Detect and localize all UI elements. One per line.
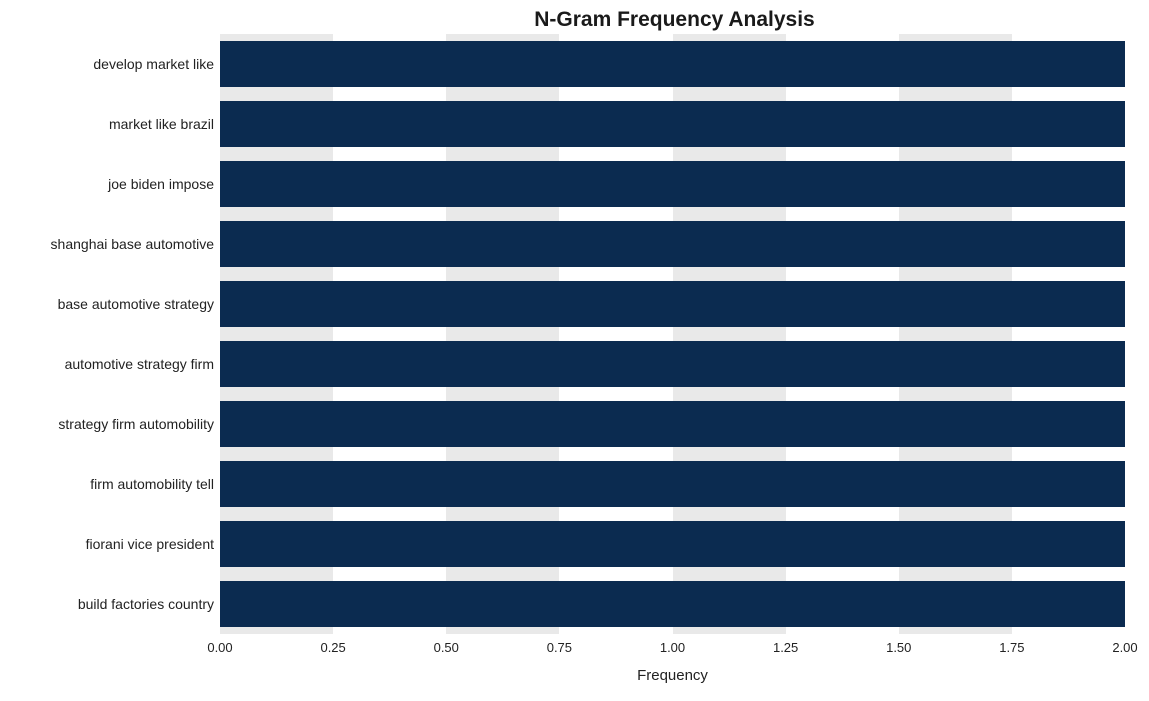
y-tick-label: shanghai base automotive	[51, 236, 214, 252]
bar-row: fiorani vice president	[220, 521, 1125, 567]
bar-row: automotive strategy firm	[220, 341, 1125, 387]
bar	[220, 401, 1125, 447]
y-tick-label: base automotive strategy	[58, 296, 214, 312]
x-tick-label: 0.75	[547, 640, 572, 655]
y-tick-label: build factories country	[78, 596, 214, 612]
bar	[220, 161, 1125, 207]
chart-container: N-Gram Frequency Analysis develop market…	[0, 0, 1149, 701]
bar-row: firm automobility tell	[220, 461, 1125, 507]
chart-title: N-Gram Frequency Analysis	[10, 8, 1139, 32]
x-tick-label: 0.50	[434, 640, 459, 655]
bar-row: base automotive strategy	[220, 281, 1125, 327]
bar	[220, 341, 1125, 387]
y-tick-label: firm automobility tell	[90, 476, 214, 492]
x-tick-label: 1.25	[773, 640, 798, 655]
x-tick-label: 1.00	[660, 640, 685, 655]
bar-row: market like brazil	[220, 101, 1125, 147]
bar	[220, 461, 1125, 507]
bar-row: build factories country	[220, 581, 1125, 627]
x-axis-title: Frequency	[637, 667, 708, 684]
x-tick-label: 2.00	[1112, 640, 1137, 655]
bar-row: develop market like	[220, 41, 1125, 87]
y-tick-label: fiorani vice president	[86, 536, 214, 552]
y-tick-label: develop market like	[93, 56, 214, 72]
bar	[220, 101, 1125, 147]
bar	[220, 281, 1125, 327]
bar	[220, 521, 1125, 567]
bar-row: strategy firm automobility	[220, 401, 1125, 447]
y-tick-label: automotive strategy firm	[65, 356, 214, 372]
y-tick-label: joe biden impose	[108, 176, 214, 192]
bar-row: joe biden impose	[220, 161, 1125, 207]
plot-inner: develop market like market like brazil joe…	[220, 34, 1125, 634]
y-tick-label: market like brazil	[109, 116, 214, 132]
bar	[220, 581, 1125, 627]
x-tick-label: 0.25	[320, 640, 345, 655]
x-axis: Frequency 0.000.250.500.751.001.251.501.…	[220, 634, 1125, 684]
bar	[220, 221, 1125, 267]
plot-area: develop market like market like brazil joe…	[10, 34, 1139, 684]
x-tick-label: 1.75	[999, 640, 1024, 655]
bar-row: shanghai base automotive	[220, 221, 1125, 267]
x-tick-label: 1.50	[886, 640, 911, 655]
x-tick-label: 0.00	[207, 640, 232, 655]
bar	[220, 41, 1125, 87]
y-tick-label: strategy firm automobility	[58, 416, 214, 432]
